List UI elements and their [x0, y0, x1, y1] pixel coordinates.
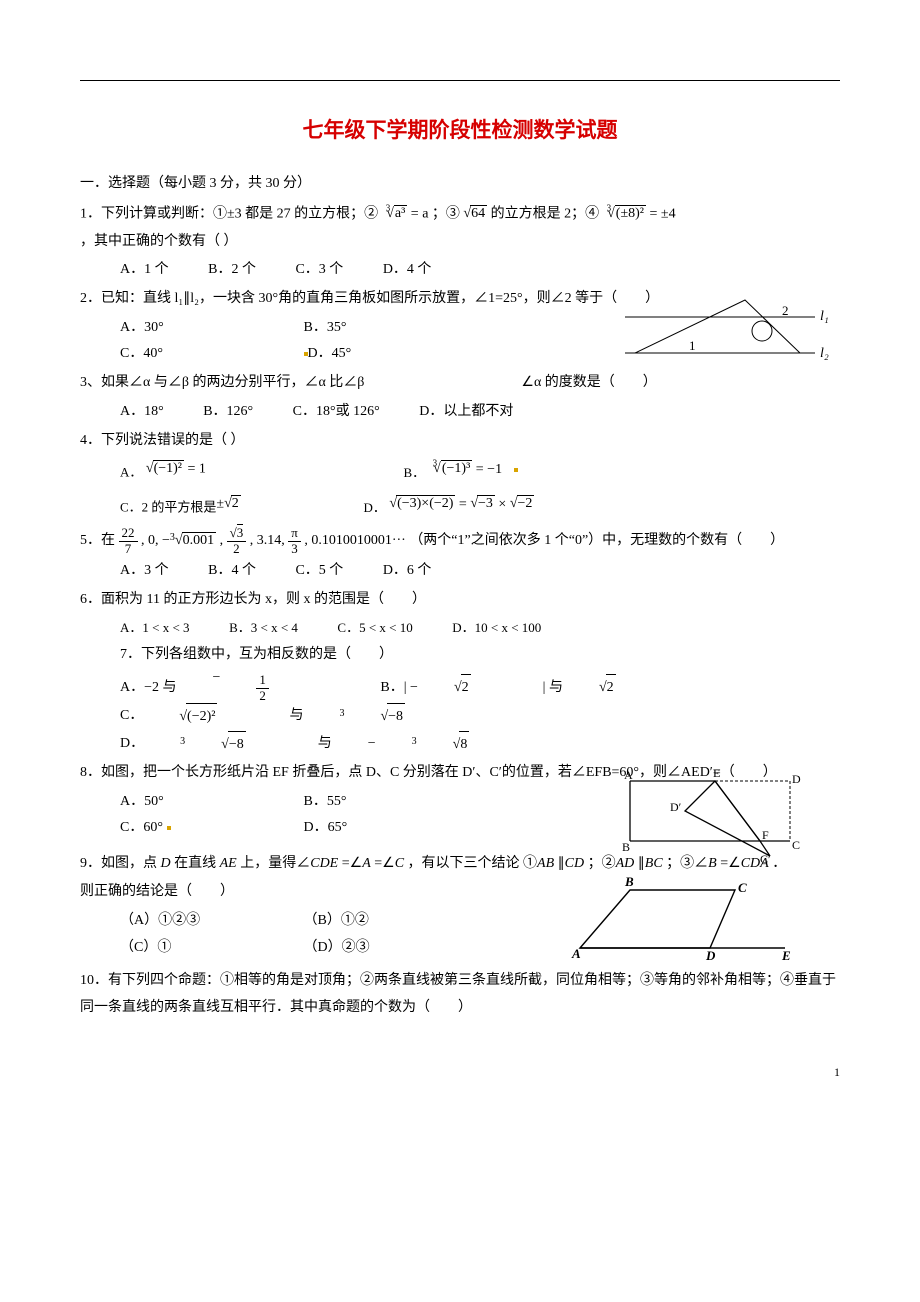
svg-text:D: D	[792, 772, 801, 786]
marker-dot-icon	[167, 826, 171, 830]
q3-choice-c: C．18°或 126°	[293, 399, 380, 426]
q5-cbrt: √0.001	[175, 528, 216, 555]
svg-text:E: E	[713, 766, 720, 780]
q1-choice-c: C．3 个	[295, 257, 343, 284]
q9-choice-a: （A）①②③	[120, 908, 300, 935]
q8-choice-d: D．65°	[304, 815, 484, 842]
svg-text:C: C	[738, 880, 747, 895]
q6-choices: A．1 < x < 3 B．3 < x < 4 C．5 < x < 10 D．1…	[80, 616, 840, 670]
question-3: 3、如果∠α 与∠β 的两边分别平行，∠α 比∠β ∠α 的度数是（ ）	[80, 370, 840, 397]
q3-stem-b: ∠α 的度数是（ ）	[521, 375, 656, 390]
q9-choice-c: （C）①	[120, 935, 300, 962]
q1-choice-b: B．2 个	[208, 257, 256, 284]
q4-c-expr: √2	[224, 491, 241, 518]
q1-choice-d: D．4 个	[383, 257, 432, 284]
svg-text:D′: D′	[670, 800, 682, 814]
q7-choices: A．−2 与 −12 B．| −√2 | 与√2 C．√(−2)² 与 3√−8…	[80, 673, 840, 758]
q8-choice-a: A．50°	[120, 789, 300, 816]
svg-text:E: E	[781, 948, 791, 963]
q2-stem: 2．已知：直线 l₁∥l₂，一块含 30°角的直角三角板如图所示放置，∠1=25…	[80, 291, 659, 306]
q1-stem-b: ；③	[432, 207, 460, 222]
q4-d-expr3: √−2	[510, 491, 535, 518]
q4-d-expr1: √(−3)×(−2)	[389, 491, 455, 518]
question-10: 10．有下列四个命题：①相等的角是对顶角；②两条直线被第三条直线所截，同位角相等…	[80, 968, 840, 1021]
q2-choice-a: A．30°	[120, 315, 300, 342]
q5-choice-c: C．5 个	[295, 558, 343, 585]
question-4: 4．下列说法错误的是（ ）	[80, 428, 840, 455]
q7-stem: 7．下列各组数中，互为相反数的是（ ）	[120, 642, 393, 669]
q5-choice-b: B．4 个	[208, 558, 256, 585]
svg-text:2: 2	[782, 303, 789, 318]
svg-text:A: A	[624, 768, 633, 782]
q9-choice-d: （D）②③	[304, 935, 484, 962]
q2-choice-d: D．45°	[308, 346, 352, 361]
q6-choice-b: B．3 < x < 4	[229, 616, 298, 641]
q1-choices: A．1 个 B．2 个 C．3 个 D．4 个	[80, 257, 840, 284]
question-1: 1．下列计算或判断：①±3 都是 27 的立方根；② 3√a³ = a ；③ √…	[80, 201, 840, 255]
q7-choice-d: D．3√−8 与 −3√8	[120, 731, 541, 759]
question-6: 6．面积为 11 的正方形边长为 x，则 x 的范围是（ ）	[80, 587, 840, 614]
marker-dot-icon	[514, 468, 518, 472]
svg-text:l₂: l₂	[820, 346, 829, 361]
q1-stem-a: 1．下列计算或判断：①±3 都是 27 的立方根；②	[80, 207, 378, 222]
page-number: 1	[80, 1061, 840, 1084]
q5-frac3: π3	[288, 526, 301, 556]
q7-choice-a: A．−2 与 −12	[120, 673, 341, 703]
q7-choice-c: C．√(−2)² 与 3√−8	[120, 703, 477, 731]
q8-choice-b: B．55°	[304, 789, 484, 816]
q1-expr1: 3√a³	[382, 201, 408, 228]
q5-frac1: 227	[119, 526, 138, 556]
top-rule	[80, 80, 840, 81]
q7-choice-b: B．| −√2 | 与√2	[380, 674, 687, 702]
q1-choice-a: A．1 个	[120, 257, 169, 284]
q9-figure: A B C D E	[570, 878, 800, 960]
svg-text:D: D	[705, 948, 716, 963]
svg-text:1: 1	[689, 338, 696, 353]
q3-choices: A．18° B．126° C．18°或 126° D．以上都不对	[80, 399, 840, 426]
q6-choice-d: D．10 < x < 100	[452, 616, 541, 641]
q1-stem-d: ，其中正确的个数有（ ）	[80, 234, 238, 249]
q3-stem-a: 3、如果∠α 与∠β 的两边分别平行，∠α 比∠β	[80, 375, 364, 390]
section-1-header: 一．选择题（每小题 3 分，共 30 分）	[80, 171, 840, 198]
q4-row1: A． √(−1)² = 1 B． 3√(−1)³ = −1	[120, 456, 840, 485]
q9-choice-b: （B）①②	[304, 908, 484, 935]
q2-figure: l₁ l₂ 1 2	[625, 295, 840, 375]
q1-expr2: √64	[463, 201, 487, 228]
q4-d-expr2: √−3	[470, 491, 495, 518]
svg-text:l₁: l₁	[820, 309, 829, 324]
question-9: 9．如图，点 D 在直线 AE 上，量得∠CDE =∠A =∠C ，有以下三个结…	[80, 851, 840, 878]
q1-expr3: 3√(±8)²	[603, 201, 646, 228]
q8-choice-c: C．60°	[120, 820, 163, 835]
q4-row2: C．2 的平方根是±√2 D． √(−3)×(−2) = √−3 × √−2	[120, 491, 840, 520]
q2-choice-c: C．40°	[120, 341, 300, 368]
q3-choice-d: D．以上都不对	[419, 399, 513, 426]
q2-choice-b: B．35°	[304, 315, 484, 342]
q5-choice-a: A．3 个	[120, 558, 169, 585]
q5-choice-d: D．6 个	[383, 558, 432, 585]
svg-text:B: B	[624, 874, 634, 889]
svg-text:C: C	[792, 838, 800, 852]
q6-choice-c: C．5 < x < 10	[337, 616, 412, 641]
q4-a-expr: √(−1)²	[146, 456, 184, 483]
q3-choice-a: A．18°	[120, 399, 164, 426]
q5-frac2: √32	[227, 526, 247, 556]
svg-text:A: A	[571, 946, 581, 961]
question-5: 5．在 227 , 0, −3√0.001 , √32 , 3.14, π3 ,…	[80, 526, 840, 556]
q4-b-expr: 3√(−1)³	[429, 456, 473, 483]
q5-choices: A．3 个 B．4 个 C．5 个 D．6 个	[80, 558, 840, 585]
svg-text:F: F	[762, 828, 769, 842]
q3-choice-b: B．126°	[203, 399, 253, 426]
q6-choice-a: A．1 < x < 3	[120, 616, 190, 641]
q1-stem-c: 的立方根是 2；④	[491, 207, 600, 222]
page-title: 七年级下学期阶段性检测数学试题	[80, 111, 840, 151]
